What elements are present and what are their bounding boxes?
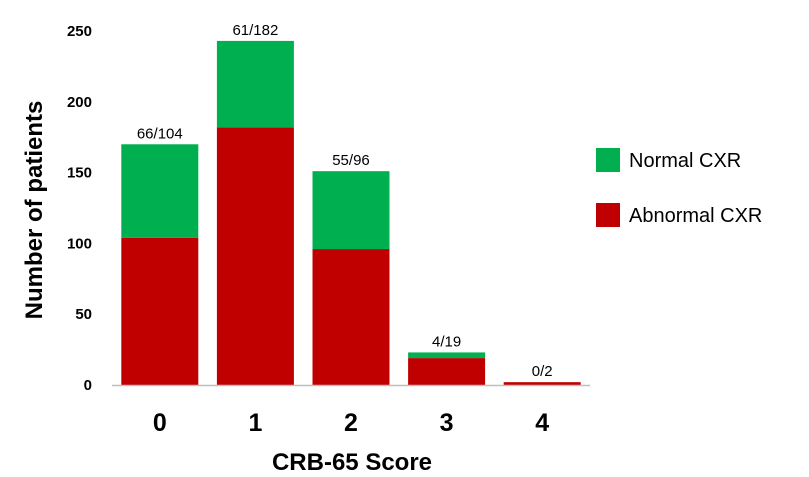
- legend-swatch: [596, 203, 620, 227]
- bar-value-label: 4/19: [432, 333, 461, 350]
- y-tick-label: 50: [75, 306, 92, 323]
- y-axis-ticks: 0 50 100 150 200 250: [67, 23, 92, 394]
- x-axis-ticks: 0 1 2 3 4: [153, 409, 549, 437]
- bar-abnormal-cxr-3: [408, 358, 486, 385]
- x-tick-label: 3: [440, 409, 454, 437]
- x-tick-label: 2: [344, 409, 358, 437]
- bar-group: [121, 40, 581, 386]
- bar-normal-cxr-3: [408, 352, 486, 359]
- y-tick-label: 0: [84, 377, 92, 394]
- y-tick-label: 250: [67, 23, 92, 40]
- bar-abnormal-cxr-4: [503, 382, 581, 385]
- bar-normal-cxr-2: [312, 171, 390, 250]
- legend-label: Abnormal CXR: [629, 205, 762, 227]
- bar-label-group: 66/104 61/182 55/96 4/19 0/2: [137, 22, 553, 380]
- bar-normal-cxr-0: [121, 144, 199, 238]
- bar-abnormal-cxr-0: [121, 237, 199, 385]
- y-tick-label: 150: [67, 165, 92, 182]
- x-tick-label: 0: [153, 409, 167, 437]
- x-axis-title: CRB-65 Score: [272, 449, 432, 476]
- legend-swatch: [596, 148, 620, 172]
- bar-abnormal-cxr-1: [216, 127, 294, 386]
- y-tick-label: 100: [67, 235, 92, 252]
- bar-value-label: 0/2: [532, 363, 553, 380]
- bar-value-label: 66/104: [137, 125, 183, 142]
- x-tick-label: 4: [535, 409, 549, 437]
- x-tick-label: 1: [248, 409, 262, 437]
- y-axis-title: Number of patients: [21, 101, 48, 320]
- bar-value-label: 55/96: [332, 152, 370, 169]
- bar-abnormal-cxr-2: [312, 249, 390, 385]
- legend: Normal CXR Abnormal CXR: [596, 148, 762, 227]
- y-tick-label: 200: [67, 94, 92, 111]
- bar-value-label: 61/182: [232, 22, 278, 39]
- bar-normal-cxr-1: [216, 40, 294, 128]
- legend-label: Normal CXR: [629, 150, 741, 172]
